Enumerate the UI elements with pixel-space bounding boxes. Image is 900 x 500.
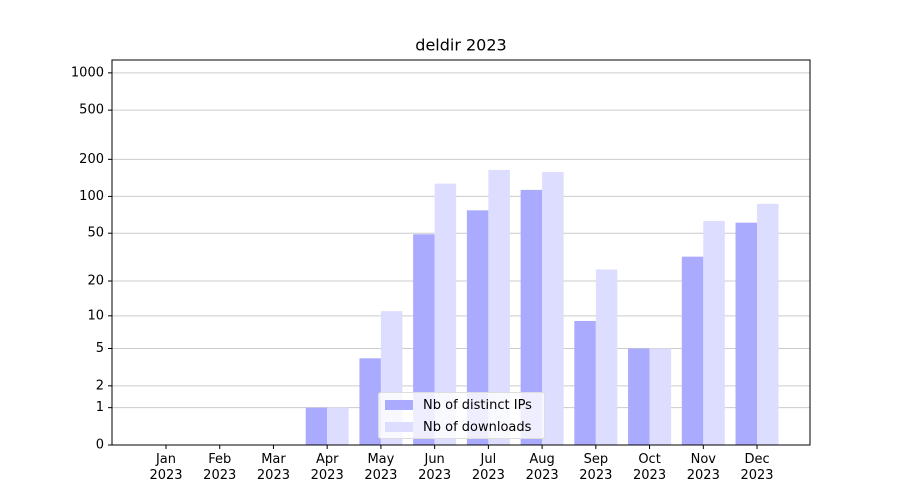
x-tick-label: Feb 2023	[203, 452, 237, 483]
y-tick-label: 200	[79, 152, 104, 167]
legend-item: Nb of distinct IPs	[385, 395, 538, 415]
y-tick-label: 10	[87, 308, 104, 323]
legend-item: Nb of downloads	[385, 417, 538, 437]
x-tick-label: Sep 2023	[579, 452, 613, 483]
y-tick-label: 500	[79, 103, 104, 118]
y-tick-label: 20	[87, 274, 104, 289]
legend-label: Nb of downloads	[423, 419, 532, 435]
y-tick-label: 1000	[71, 65, 104, 80]
chart-title: deldir 2023	[415, 36, 506, 55]
bar	[757, 203, 779, 445]
bar	[305, 407, 328, 445]
bar	[466, 210, 489, 445]
x-tick-label: Mar 2023	[256, 452, 290, 483]
x-tick-label: Nov 2023	[686, 452, 720, 483]
bar	[488, 169, 510, 446]
x-tick-label: Dec 2023	[740, 452, 774, 483]
legend-swatch	[385, 422, 413, 432]
y-tick-label: 1	[96, 400, 104, 415]
legend: Nb of distinct IPs Nb of downloads	[378, 392, 545, 439]
legend-swatch	[385, 400, 413, 410]
x-tick-label: Oct 2023	[633, 452, 667, 483]
x-tick-label: Aug 2023	[525, 452, 559, 483]
y-tick-label: 2	[96, 378, 104, 393]
bar	[327, 407, 349, 445]
y-tick-label: 50	[87, 226, 104, 241]
bar	[703, 220, 725, 445]
bar	[542, 171, 564, 445]
x-tick-label: Apr 2023	[310, 452, 344, 483]
x-tick-label: Jul 2023	[471, 452, 505, 483]
bar	[628, 348, 650, 445]
x-tick-label: Jun 2023	[418, 452, 452, 483]
plot-frame	[111, 59, 811, 446]
bar	[595, 269, 618, 445]
legend-label: Nb of distinct IPs	[423, 397, 532, 413]
x-tick-label: May 2023	[364, 452, 398, 483]
x-tick-label: Jan 2023	[149, 452, 183, 483]
bar	[434, 183, 457, 445]
bar	[681, 256, 704, 445]
y-tick-label: 5	[96, 341, 104, 356]
bar	[520, 189, 543, 445]
bar	[735, 222, 758, 445]
bar	[574, 320, 596, 445]
y-tick-label: 0	[96, 438, 104, 453]
bar	[649, 348, 672, 445]
bar	[359, 358, 381, 445]
y-tick-label: 100	[79, 189, 104, 204]
